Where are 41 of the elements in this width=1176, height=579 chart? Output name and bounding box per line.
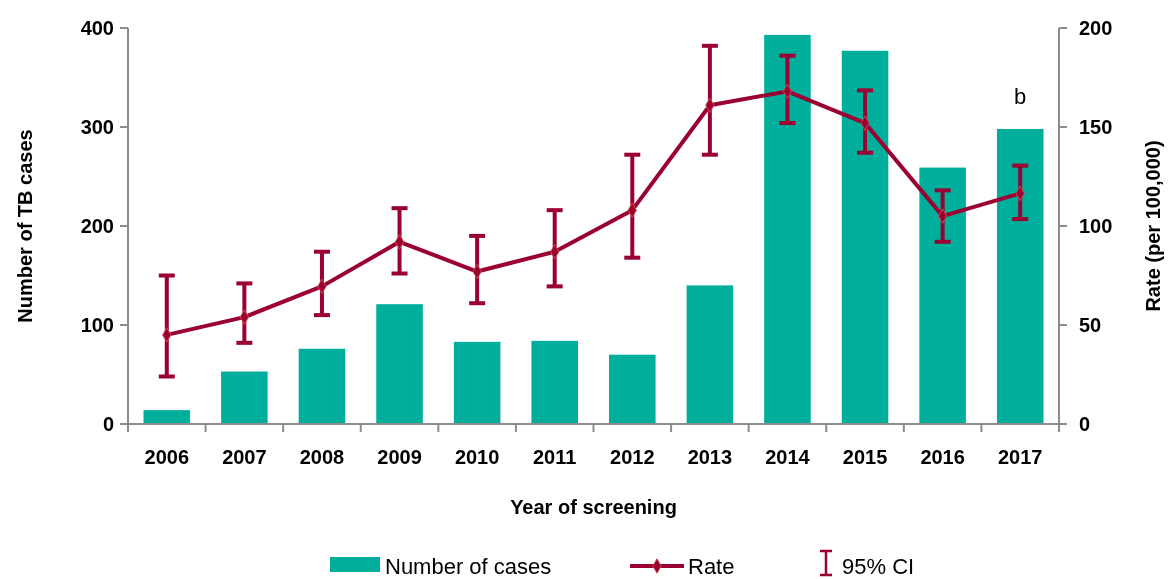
bar (764, 34, 811, 424)
x-tick-label: 2013 (687, 446, 733, 468)
x-tick-label: 2011 (533, 446, 577, 468)
bar (221, 371, 268, 424)
x-tick-label: 2014 (765, 446, 811, 468)
y-tick-label: 200 (80, 215, 114, 237)
x-tick-label: 2008 (299, 446, 345, 468)
legend-label: Rate (688, 554, 735, 579)
x-axis-title: Year of screening (510, 496, 677, 518)
bar (996, 128, 1044, 424)
bar (919, 167, 966, 424)
y-tick-label: 0 (102, 413, 114, 435)
bar (376, 304, 423, 424)
x-tick-label: 2012 (610, 446, 655, 468)
bar (143, 410, 191, 424)
y-tick-label: 300 (80, 116, 114, 138)
y2-tick-label: 200 (1079, 17, 1113, 39)
y2-tick-label: 50 (1079, 314, 1102, 336)
bar (686, 285, 734, 424)
x-tick-label: 2016 (920, 446, 965, 468)
x-tick-label: 2015 (842, 446, 888, 468)
y2-axis-title: Rate (per 100,000) (1142, 140, 1164, 312)
x-tick-label: 2017 (997, 446, 1043, 468)
bar (841, 50, 889, 424)
bar (298, 348, 346, 424)
y2-tick-label: 150 (1079, 116, 1113, 138)
text: 95% CI (842, 554, 915, 579)
y2-tick-label: 0 (1079, 413, 1091, 435)
bar (609, 354, 656, 424)
x-tick-label: 2006 (144, 446, 190, 468)
legend-label: Number of cases (385, 554, 552, 579)
x-tick-label: 2010 (454, 446, 500, 468)
x-tick-label: 2009 (377, 446, 422, 468)
x-tick-label: 2007 (222, 446, 267, 468)
annotation: b (1014, 84, 1027, 109)
y-tick-label: 100 (80, 314, 114, 336)
y-tick-label: 400 (80, 17, 114, 39)
y2-tick-label: 100 (1079, 215, 1113, 237)
bar (453, 341, 501, 424)
y-axis-title: Number of TB cases (14, 129, 36, 323)
bar (531, 340, 578, 424)
